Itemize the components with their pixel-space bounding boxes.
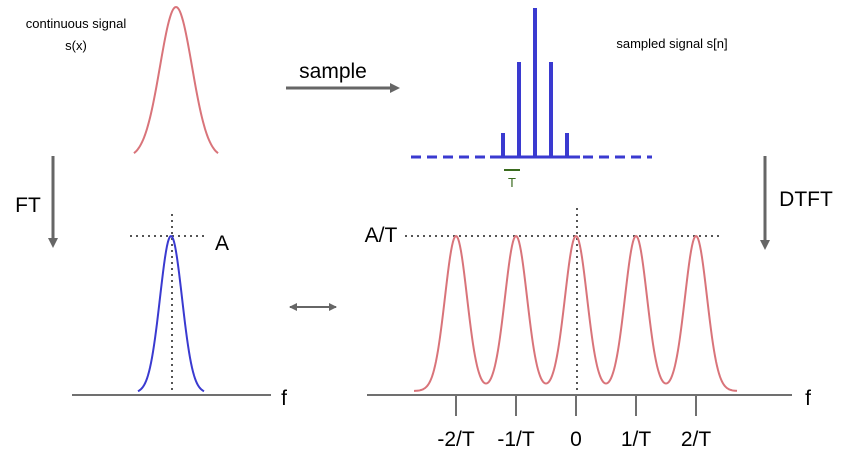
continuous-signal-symbol: s(x) <box>65 38 87 53</box>
ft-label: FT <box>15 194 41 217</box>
sample-stem <box>501 133 505 158</box>
dtft-amplitude-label: A/T <box>365 224 398 247</box>
sample-stem <box>565 133 569 158</box>
sampled-signal-label: sampled signal s[n] <box>616 36 727 51</box>
dtft-tick-label: 2/T <box>681 428 712 451</box>
dtft-axis-f-label: f <box>805 387 811 410</box>
sample-label: sample <box>299 60 367 83</box>
dtft-tick-group: -2/T -1/T 0 1/T 2/T <box>437 395 711 451</box>
sample-stem <box>517 62 521 158</box>
sample-stem <box>533 8 537 158</box>
dtft-label: DTFT <box>779 188 833 211</box>
ft-gaussian-curve <box>137 234 205 393</box>
continuous-signal-label: continuous signal <box>26 16 127 31</box>
dtft-tick-label: 0 <box>570 428 582 451</box>
ft-amplitude-label: A <box>215 232 229 255</box>
dtft-tick-label: -1/T <box>497 428 535 451</box>
T-label: T <box>508 175 516 190</box>
dtft-tick-label: 1/T <box>621 428 652 451</box>
sampled-signal-stems <box>411 8 652 159</box>
ft-axis-f-label: f <box>281 387 287 410</box>
sample-stem <box>549 62 553 158</box>
dtft-tick-label: -2/T <box>437 428 475 451</box>
continuous-gaussian-curve <box>133 5 219 154</box>
dtft-periodic-curve <box>414 234 738 392</box>
